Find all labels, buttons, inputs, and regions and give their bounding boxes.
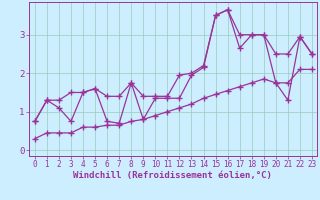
X-axis label: Windchill (Refroidissement éolien,°C): Windchill (Refroidissement éolien,°C) <box>73 171 272 180</box>
